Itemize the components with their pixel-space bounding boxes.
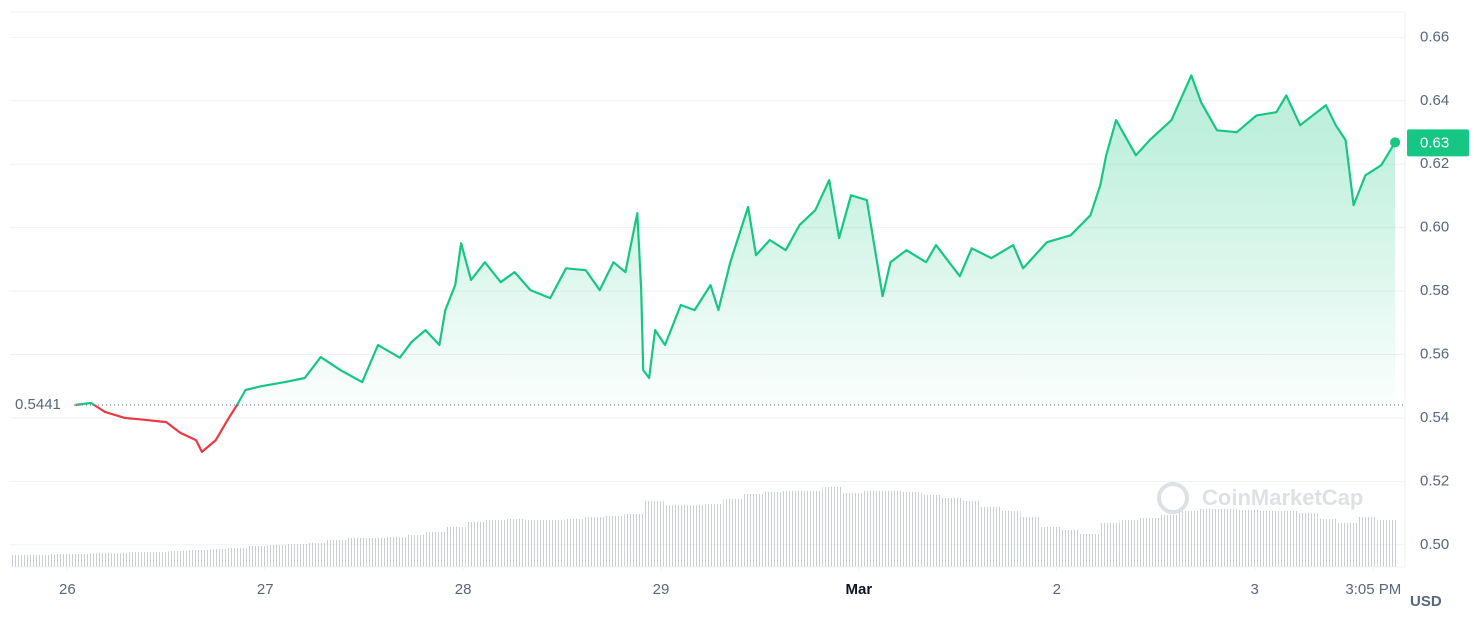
volume-bar [485,520,506,567]
volume-bar [663,505,684,567]
volume-bar [881,491,902,567]
volume-bar [1119,520,1140,567]
volume-bar [208,549,228,567]
volume-bar [1278,511,1298,567]
volume-bar [1297,513,1318,567]
volume-bar [188,550,209,567]
volume-bar [544,520,565,567]
volume-bar [941,498,962,567]
volume-bar [1317,519,1338,567]
volume-bar [307,543,328,567]
x-tick-label: 3:05 PM [1345,581,1401,598]
x-tick-label: 26 [59,581,76,598]
volume-bar [1079,534,1100,567]
volume-bar [901,492,922,567]
x-tick-label: 28 [455,581,472,598]
volume-bar [1099,523,1120,567]
volume-bar [89,553,110,567]
volume-bar [406,535,427,567]
volume-bar [525,520,545,567]
volume-bar [723,499,744,567]
volume-bar [1020,517,1041,567]
volume-bar [267,545,288,567]
volume-bar [921,495,942,567]
volume-bar [1000,511,1021,567]
y-tick-label: 0.52 [1420,472,1449,489]
volume-bar [386,537,407,567]
y-tick-label: 0.64 [1420,92,1449,109]
volume-bar [1159,515,1180,567]
volume-bar [1218,509,1239,567]
last-point [1390,137,1401,148]
volume-bar [802,491,823,567]
volume-bar [128,552,149,567]
volume-bar [604,516,625,567]
y-tick-label: 0.66 [1420,28,1449,45]
volume-bar [49,554,70,567]
volume-bar [168,551,189,567]
x-tick-label: 29 [653,581,670,598]
y-unit: USD [1410,593,1442,610]
volume-bar [426,532,446,567]
volume-bar [1139,518,1160,567]
x-tick-label: 3 [1250,581,1258,598]
volume-bar [961,501,981,567]
volume-bar [148,552,169,567]
last-label: 0.63 [1420,134,1449,151]
volume-bar [10,555,30,567]
volume-bar [465,522,486,567]
last-label-bg [1407,129,1469,157]
volume-bar [1060,530,1080,567]
x-tick-label: 2 [1053,581,1061,598]
y-tick-label: 0.62 [1420,155,1449,172]
y-tick-label: 0.60 [1420,219,1449,236]
volume-bar [1357,517,1378,567]
volume-bar [743,494,763,567]
volume-bar [1179,511,1199,567]
y-tick-label: 0.58 [1420,282,1449,299]
volume-bar [584,517,605,567]
volume-bar [1238,510,1259,567]
volume-bar [564,519,585,567]
volume-bar [1377,520,1397,567]
volume-bar [69,554,90,567]
volume-bar [247,546,268,567]
volume-bar [227,548,248,567]
volume-bar [624,514,645,567]
volume-bar [505,519,526,567]
watermark: CoinMarketCap [1157,482,1363,514]
price-area [75,75,1396,405]
volume-bar [366,538,387,567]
volume-bar [644,501,664,567]
volume-bar [346,538,367,567]
volume-bar [822,487,843,567]
volume-bar [683,505,704,567]
volume-bar [327,540,347,567]
volume-bar [862,491,882,567]
reference-label: 0.5441 [15,396,61,413]
volume-bar [980,507,1001,567]
price-line [75,74,1397,453]
volume-bar [287,544,308,567]
volume-bar [1198,509,1219,567]
volume-bar [703,504,724,567]
volume-bar [1258,511,1279,567]
volume-bar [842,493,863,567]
volume-bar [762,492,783,567]
y-tick-label: 0.54 [1420,409,1449,426]
volume-bar [29,555,50,567]
volume-bar [1337,523,1358,567]
volume-bar [1040,527,1061,567]
reference-label-bg [10,393,72,416]
x-tick-label: Mar [846,581,873,598]
volume-bar [109,553,129,567]
volume-bar [782,491,803,567]
x-tick-label: 27 [257,581,274,598]
y-tick-label: 0.50 [1420,536,1449,553]
y-tick-label: 0.56 [1420,345,1449,362]
volume-bar [445,527,466,567]
watermark-text: CoinMarketCap [1202,485,1363,510]
